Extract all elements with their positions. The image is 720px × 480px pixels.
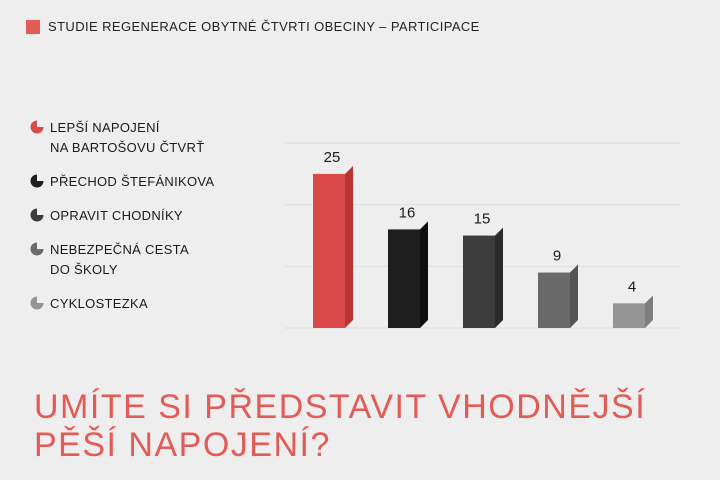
bar-side xyxy=(345,165,353,328)
pie-slice-icon xyxy=(30,174,44,188)
bar-front xyxy=(538,272,570,328)
data-label: 25 xyxy=(324,149,341,166)
legend-label: NEBEZPEČNÁ CESTA DO ŠKOLY xyxy=(50,242,189,277)
header-accent-square xyxy=(26,19,40,34)
data-label: 16 xyxy=(399,204,416,221)
pie-slice-icon xyxy=(30,208,44,222)
pie-slice-icon xyxy=(30,242,44,256)
bar-side xyxy=(645,295,653,328)
bar-front xyxy=(613,303,645,328)
legend-label: PŘECHOD ŠTEFÁNIKOVA xyxy=(50,174,215,189)
legend-item: NEBEZPEČNÁ CESTA DO ŠKOLY xyxy=(30,240,280,280)
bar-front xyxy=(388,229,420,328)
legend-item: CYKLOSTEZKA xyxy=(30,294,280,314)
legend-label: CYKLOSTEZKA xyxy=(50,296,148,311)
bar-side xyxy=(570,264,578,328)
chart-legend: LEPŠÍ NAPOJENÍ NA BARTOŠOVU ČTVRŤ PŘECHO… xyxy=(30,118,280,328)
bar: 16 xyxy=(388,204,428,328)
header-title: STUDIE REGENERACE OBYTNÉ ČTVRTI OBECINY … xyxy=(48,19,480,34)
legend-item: LEPŠÍ NAPOJENÍ NA BARTOŠOVU ČTVRŤ xyxy=(30,118,280,158)
bar: 25 xyxy=(313,149,353,328)
bar: 4 xyxy=(613,278,653,328)
legend-label: LEPŠÍ NAPOJENÍ NA BARTOŠOVU ČTVRŤ xyxy=(50,120,205,155)
bar: 15 xyxy=(463,211,503,328)
question-heading: UMÍTE SI PŘEDSTAVIT VHODNĚJŠÍ PĚŠÍ NAPOJ… xyxy=(34,388,647,464)
data-label: 4 xyxy=(628,278,636,295)
bar-side xyxy=(495,227,503,328)
data-label: 15 xyxy=(474,211,491,228)
legend-item: OPRAVIT CHODNÍKY xyxy=(30,206,280,226)
header: STUDIE REGENERACE OBYTNÉ ČTVRTI OBECINY … xyxy=(26,19,480,34)
legend-item: PŘECHOD ŠTEFÁNIKOVA xyxy=(30,172,280,192)
pie-slice-icon xyxy=(30,296,44,310)
bar-side xyxy=(420,221,428,328)
bar-front xyxy=(313,173,345,328)
data-label: 9 xyxy=(553,248,561,265)
legend-label: OPRAVIT CHODNÍKY xyxy=(50,208,183,223)
pie-slice-icon xyxy=(30,120,44,134)
bar-front xyxy=(463,235,495,328)
bar-chart: 25 16 15 9 4 xyxy=(285,142,680,329)
bar: 9 xyxy=(538,248,578,328)
